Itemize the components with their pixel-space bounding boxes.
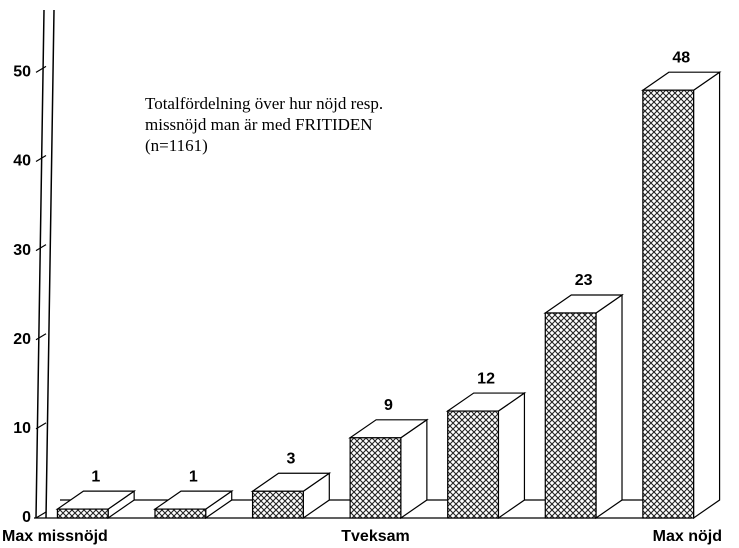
- x-tick-label: Max nöjd: [653, 528, 722, 545]
- y-tick: [35, 65, 47, 73]
- bar-side: [497, 391, 526, 520]
- data-label: 12: [477, 370, 495, 387]
- y-tick-label: 30: [13, 242, 31, 259]
- axis-wall: [35, 9, 55, 519]
- bar: [447, 410, 500, 519]
- bar-side: [595, 293, 623, 520]
- y-tick: [35, 244, 47, 252]
- bar: [56, 508, 109, 519]
- bar: [251, 490, 304, 519]
- data-label: 48: [672, 49, 690, 66]
- bar: [544, 312, 597, 519]
- x-tick-label: Tveksam: [341, 528, 410, 545]
- bar: [154, 508, 207, 519]
- y-tick: [35, 422, 47, 430]
- y-tick: [35, 154, 47, 163]
- data-label: 1: [91, 468, 100, 485]
- bar-side: [692, 71, 721, 520]
- chart-title-line: missnöjd man är med FRITIDEN: [145, 115, 373, 134]
- bar: [349, 437, 402, 519]
- y-tick-label: 50: [13, 64, 31, 81]
- data-label: 3: [286, 450, 295, 467]
- data-label: 1: [189, 468, 198, 485]
- chart-title-line: Totalfördelning över hur nöjd resp.: [145, 94, 383, 113]
- x-tick-label: Max missnöjd: [2, 528, 108, 545]
- y-tick-label: 0: [22, 509, 31, 526]
- data-label: 23: [575, 272, 593, 289]
- y-tick-label: 10: [13, 420, 31, 437]
- y-tick-label: 20: [13, 331, 31, 348]
- y-tick-label: 40: [13, 153, 31, 170]
- y-tick: [35, 333, 47, 341]
- chart-subtitle: (n=1161): [145, 136, 208, 155]
- data-label: 9: [384, 397, 393, 414]
- y-tick: [35, 511, 47, 519]
- bar: [642, 89, 695, 519]
